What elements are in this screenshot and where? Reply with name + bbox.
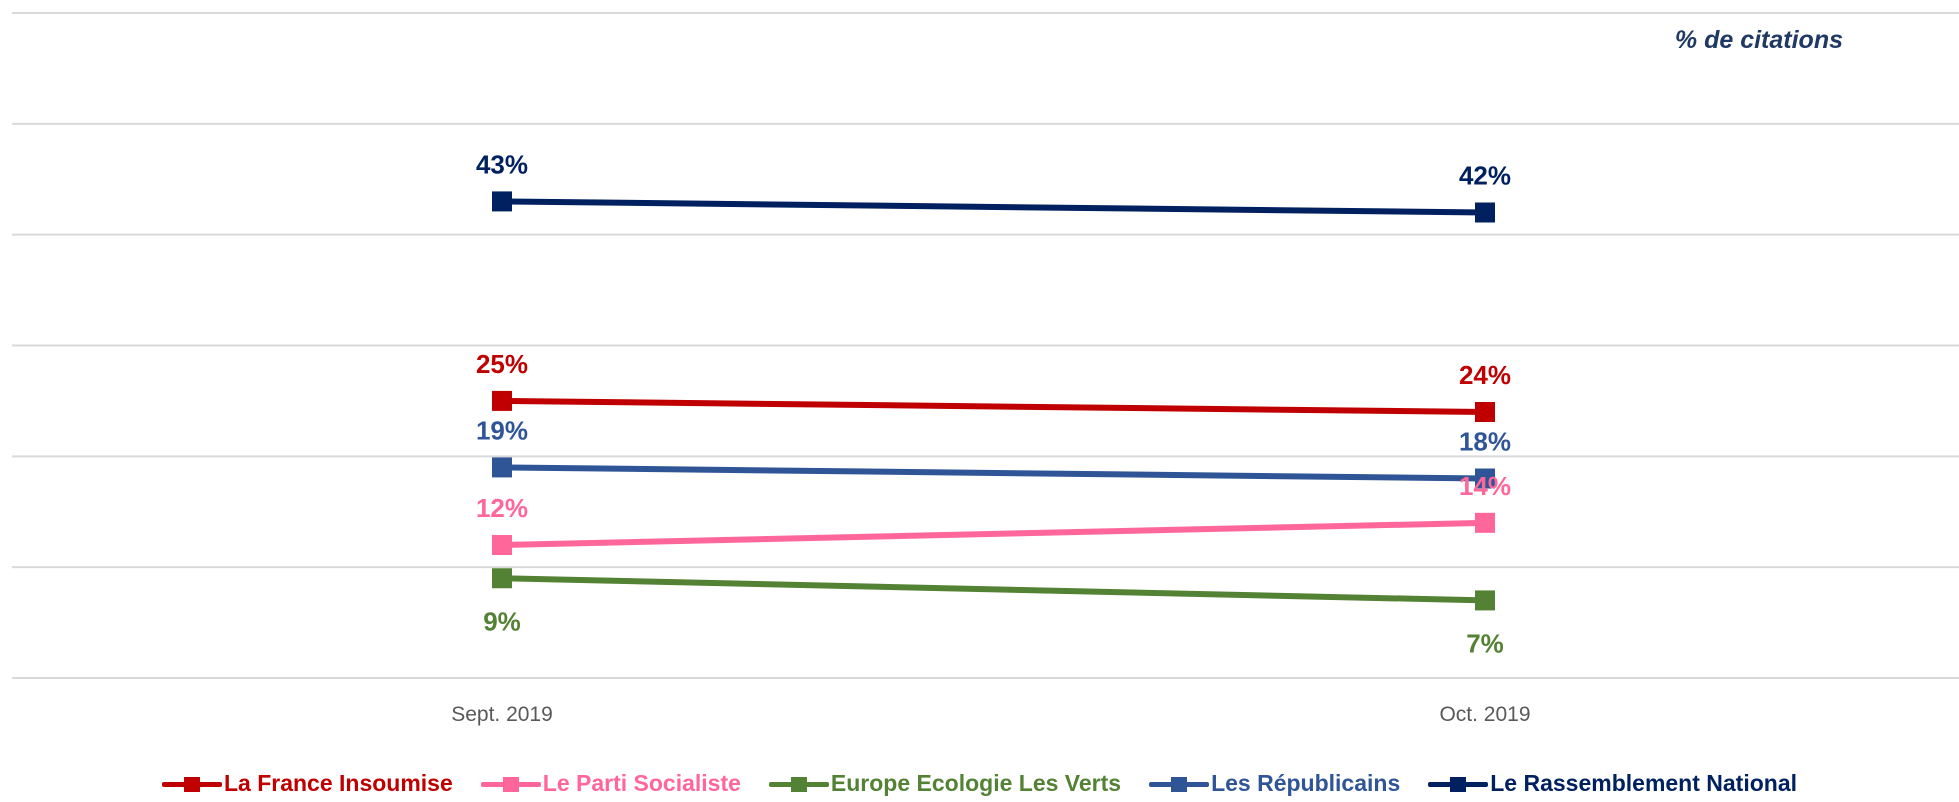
data-point-marker	[1475, 468, 1495, 489]
legend-line-marker-icon	[480, 776, 541, 792]
data-label: 9%	[483, 606, 521, 636]
legend-item: Les Républicains	[1149, 770, 1400, 797]
data-point-marker	[1475, 402, 1495, 422]
legend-item: La France Insoumise	[161, 770, 453, 797]
data-point-marker	[492, 390, 512, 411]
x-tick-label: Oct. 2019	[1439, 703, 1530, 726]
legend-label: Europe Ecologie Les Verts	[830, 770, 1122, 796]
series-line	[501, 519, 1486, 548]
unit-label: % de citations	[1674, 26, 1843, 54]
legend-item: Le Rassemblement National	[1428, 770, 1797, 797]
data-point-marker	[492, 457, 512, 478]
data-label: 25%	[476, 349, 528, 379]
legend-item: Le Parti Socialiste	[480, 770, 741, 797]
legend-item: Europe Ecologie Les Verts	[768, 770, 1122, 797]
series-line	[501, 464, 1486, 482]
legend-label: La France Insoumise	[223, 770, 453, 796]
data-label: 43%	[476, 149, 528, 179]
series-lines	[492, 191, 1495, 611]
series-line	[501, 397, 1486, 415]
data-label: 19%	[476, 415, 528, 445]
x-axis-tick-labels: Sept. 2019 Oct. 2019	[451, 703, 1530, 726]
series-line	[501, 575, 1486, 604]
x-tick-label: Sept. 2019	[451, 703, 553, 726]
legend: La France Insoumise Le Parti Socialiste Eu…	[0, 770, 1959, 797]
legend-label: Le Rassemblement National	[1490, 770, 1798, 796]
legend-line-marker-icon	[1149, 776, 1210, 792]
gridlines	[12, 12, 1959, 679]
legend-line-marker-icon	[1428, 776, 1489, 792]
legend-line-marker-icon	[161, 776, 222, 792]
data-label: 7%	[1466, 628, 1504, 658]
data-label: 14%	[1459, 471, 1511, 501]
data-point-marker	[1475, 590, 1495, 611]
data-point-marker	[1475, 512, 1495, 533]
data-point-marker	[492, 568, 512, 589]
legend-label: Les Républicains	[1211, 770, 1401, 796]
data-point-marker	[1475, 202, 1495, 223]
data-label: 18%	[1459, 427, 1511, 457]
legend-label: Le Parti Socialiste	[542, 770, 741, 796]
data-label: 24%	[1459, 360, 1511, 390]
data-point-marker	[492, 191, 512, 212]
series-line	[501, 198, 1486, 216]
data-labels: 25% 24% 12% 14% 9% 7% 19% 18% 43% 42%	[476, 149, 1511, 658]
data-point-marker	[492, 535, 512, 555]
legend-line-marker-icon	[768, 776, 829, 792]
data-label: 42%	[1459, 161, 1511, 191]
data-label: 12%	[476, 493, 528, 523]
